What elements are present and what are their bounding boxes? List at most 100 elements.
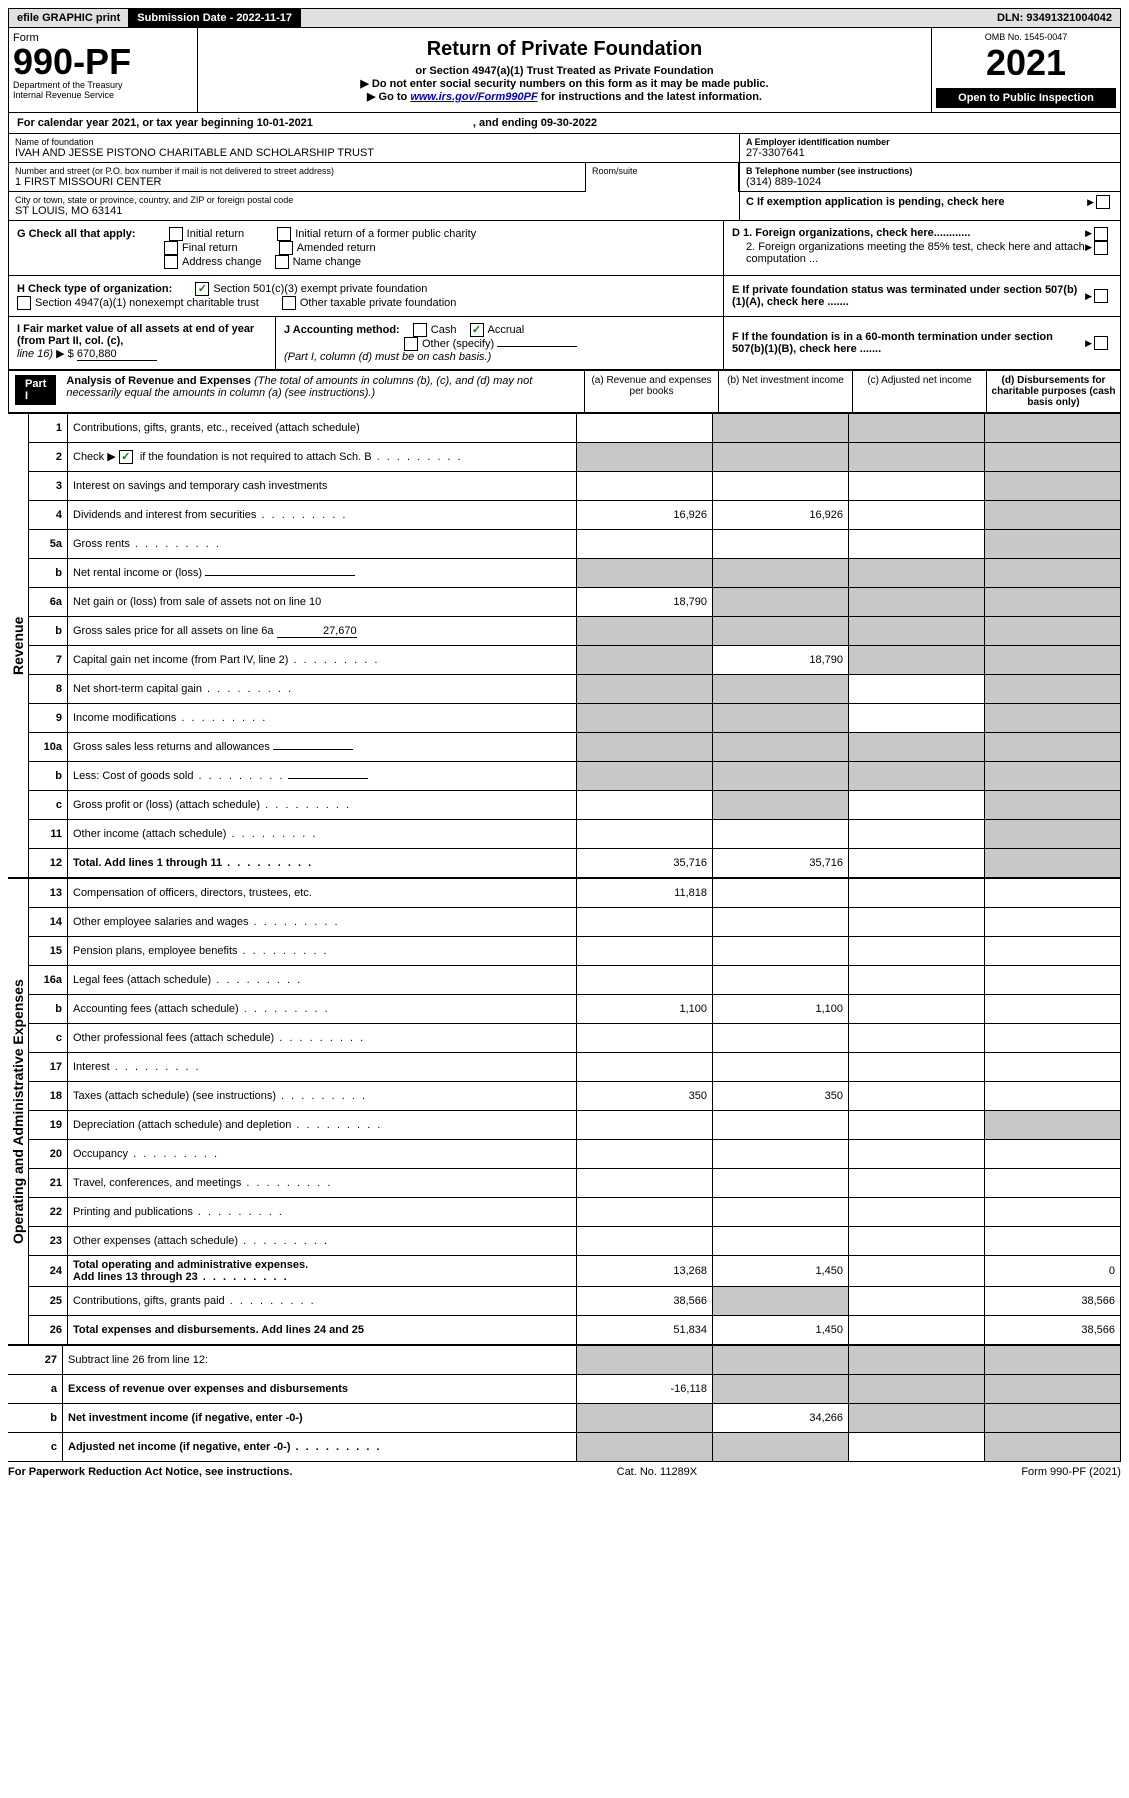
arrow-icon (1085, 337, 1094, 349)
h-501c3-checkbox[interactable] (195, 282, 209, 296)
row-24: 24Total operating and administrative exp… (29, 1256, 1121, 1287)
row-16c: cOther professional fees (attach schedul… (29, 1024, 1121, 1053)
g-final-checkbox[interactable] (164, 241, 178, 255)
g-final: Final return (182, 242, 238, 254)
room-cell: Room/suite (586, 163, 739, 192)
form-subtitle: or Section 4947(a)(1) Trust Treated as P… (204, 65, 925, 77)
d1-label: D 1. Foreign organizations, check here..… (732, 227, 1085, 241)
i-line-ref: line 16) (17, 348, 53, 360)
row-20: 20Occupancy (29, 1140, 1121, 1169)
period-begin: For calendar year 2021, or tax year begi… (17, 117, 313, 129)
page-footer: For Paperwork Reduction Act Notice, see … (8, 1462, 1121, 1478)
j-section: J Accounting method: Cash Accrual Other … (276, 317, 724, 369)
d-section: D 1. Foreign organizations, check here..… (724, 221, 1120, 275)
row-12: 12Total. Add lines 1 through 1135,71635,… (29, 849, 1121, 878)
room-label: Room/suite (592, 166, 732, 176)
row-3: 3Interest on savings and temporary cash … (29, 472, 1121, 501)
row-7: 7Capital gain net income (from Part IV, … (29, 646, 1121, 675)
c-checkbox[interactable] (1096, 195, 1110, 209)
e-section: E If private foundation status was termi… (724, 276, 1120, 316)
row-15: 15Pension plans, employee benefits (29, 937, 1121, 966)
row-22: 22Printing and publications (29, 1198, 1121, 1227)
row-10c: cGross profit or (loss) (attach schedule… (29, 791, 1121, 820)
g-label: G Check all that apply: (17, 228, 136, 240)
h-4947-checkbox[interactable] (17, 296, 31, 310)
revenue-table: 1Contributions, gifts, grants, etc., rec… (29, 413, 1121, 878)
row-27: 27Subtract line 26 from line 12: (8, 1346, 1121, 1375)
g-name-checkbox[interactable] (275, 255, 289, 269)
phone-value: (314) 889-1024 (746, 176, 1114, 188)
row-10a: 10aGross sales less returns and allowanc… (29, 733, 1121, 762)
d2-checkbox[interactable] (1094, 241, 1108, 255)
h-e-section: H Check type of organization: Section 50… (8, 276, 1121, 317)
row-11: 11Other income (attach schedule) (29, 820, 1121, 849)
j-note: (Part I, column (d) must be on cash basi… (284, 351, 491, 363)
expenses-table: 13Compensation of officers, directors, t… (29, 878, 1121, 1345)
row-14: 14Other employee salaries and wages (29, 908, 1121, 937)
ein-label: A Employer identification number (746, 137, 1114, 147)
phone-label: B Telephone number (see instructions) (746, 166, 1114, 176)
f-section: F If the foundation is in a 60-month ter… (724, 317, 1120, 369)
period-row: For calendar year 2021, or tax year begi… (8, 113, 1121, 134)
g-initial-checkbox[interactable] (169, 227, 183, 241)
line27-table: 27Subtract line 26 from line 12: aExcess… (8, 1345, 1121, 1462)
j-accrual: Accrual (488, 324, 525, 336)
efile-label: efile GRAPHIC print (9, 9, 129, 27)
col-c-head: (c) Adjusted net income (852, 371, 986, 412)
row-9: 9Income modifications (29, 704, 1121, 733)
row-27c: cAdjusted net income (if negative, enter… (8, 1433, 1121, 1462)
row-16b: bAccounting fees (attach schedule)1,1001… (29, 995, 1121, 1024)
row-13: 13Compensation of officers, directors, t… (29, 879, 1121, 908)
schb-checkbox[interactable] (119, 450, 133, 464)
irs: Internal Revenue Service (13, 90, 193, 100)
row-4: 4Dividends and interest from securities1… (29, 501, 1121, 530)
g-amended-checkbox[interactable] (279, 241, 293, 255)
note-prefix: ▶ Go to (367, 91, 410, 103)
revenue-section: Revenue 1Contributions, gifts, grants, e… (8, 413, 1121, 878)
g-initial: Initial return (187, 228, 244, 240)
i-j-f-section: I Fair market value of all assets at end… (8, 317, 1121, 370)
expenses-section: Operating and Administrative Expenses 13… (8, 878, 1121, 1345)
name-label: Name of foundation (15, 137, 733, 147)
entity-info: Name of foundation IVAH AND JESSE PISTON… (8, 134, 1121, 221)
right-info: A Employer identification number 27-3307… (740, 134, 1120, 220)
g-section: G Check all that apply: Initial return I… (9, 221, 724, 275)
f-checkbox[interactable] (1094, 336, 1108, 350)
part1-title-cell: Part I Analysis of Revenue and Expenses … (9, 371, 584, 412)
footer-center: Cat. No. 11289X (617, 1466, 698, 1478)
g-former-checkbox[interactable] (277, 227, 291, 241)
j-accrual-checkbox[interactable] (470, 323, 484, 337)
row-10b: bLess: Cost of goods sold (29, 762, 1121, 791)
e-checkbox[interactable] (1094, 289, 1108, 303)
g-d-section: G Check all that apply: Initial return I… (8, 221, 1121, 276)
h-other: Other taxable private foundation (300, 297, 457, 309)
address-block: Name of foundation IVAH AND JESSE PISTON… (9, 134, 740, 220)
j-other: Other (specify) (422, 338, 494, 350)
revenue-side-label: Revenue (8, 413, 29, 878)
h-4947: Section 4947(a)(1) nonexempt charitable … (35, 297, 259, 309)
top-bar: efile GRAPHIC print Submission Date - 20… (8, 8, 1121, 28)
j-cash-checkbox[interactable] (413, 323, 427, 337)
form-link[interactable]: www.irs.gov/Form990PF (410, 91, 537, 103)
ein-cell: A Employer identification number 27-3307… (740, 134, 1120, 163)
i-section: I Fair market value of all assets at end… (9, 317, 276, 369)
g-address: Address change (182, 256, 262, 268)
g-former: Initial return of a former public charit… (295, 228, 476, 240)
street: 1 FIRST MISSOURI CENTER (15, 176, 579, 188)
city-label: City or town, state or province, country… (15, 195, 733, 205)
tax-year: 2021 (936, 42, 1116, 84)
row-5a: 5aGross rents (29, 530, 1121, 559)
row-6a: 6aNet gain or (loss) from sale of assets… (29, 588, 1121, 617)
j-other-checkbox[interactable] (404, 337, 418, 351)
period-end: , and ending 09-30-2022 (473, 117, 597, 129)
submission-date: Submission Date - 2022-11-17 (129, 9, 301, 27)
phone-cell: B Telephone number (see instructions) (3… (740, 163, 1120, 192)
i-label: I Fair market value of all assets at end… (17, 323, 254, 347)
c-label: C If exemption application is pending, c… (746, 196, 1087, 208)
j-label: J Accounting method: (284, 324, 400, 336)
d1-checkbox[interactable] (1094, 227, 1108, 241)
col-a-head: (a) Revenue and expenses per books (584, 371, 718, 412)
h-other-checkbox[interactable] (282, 296, 296, 310)
j-other-field[interactable] (497, 346, 577, 347)
g-address-checkbox[interactable] (164, 255, 178, 269)
